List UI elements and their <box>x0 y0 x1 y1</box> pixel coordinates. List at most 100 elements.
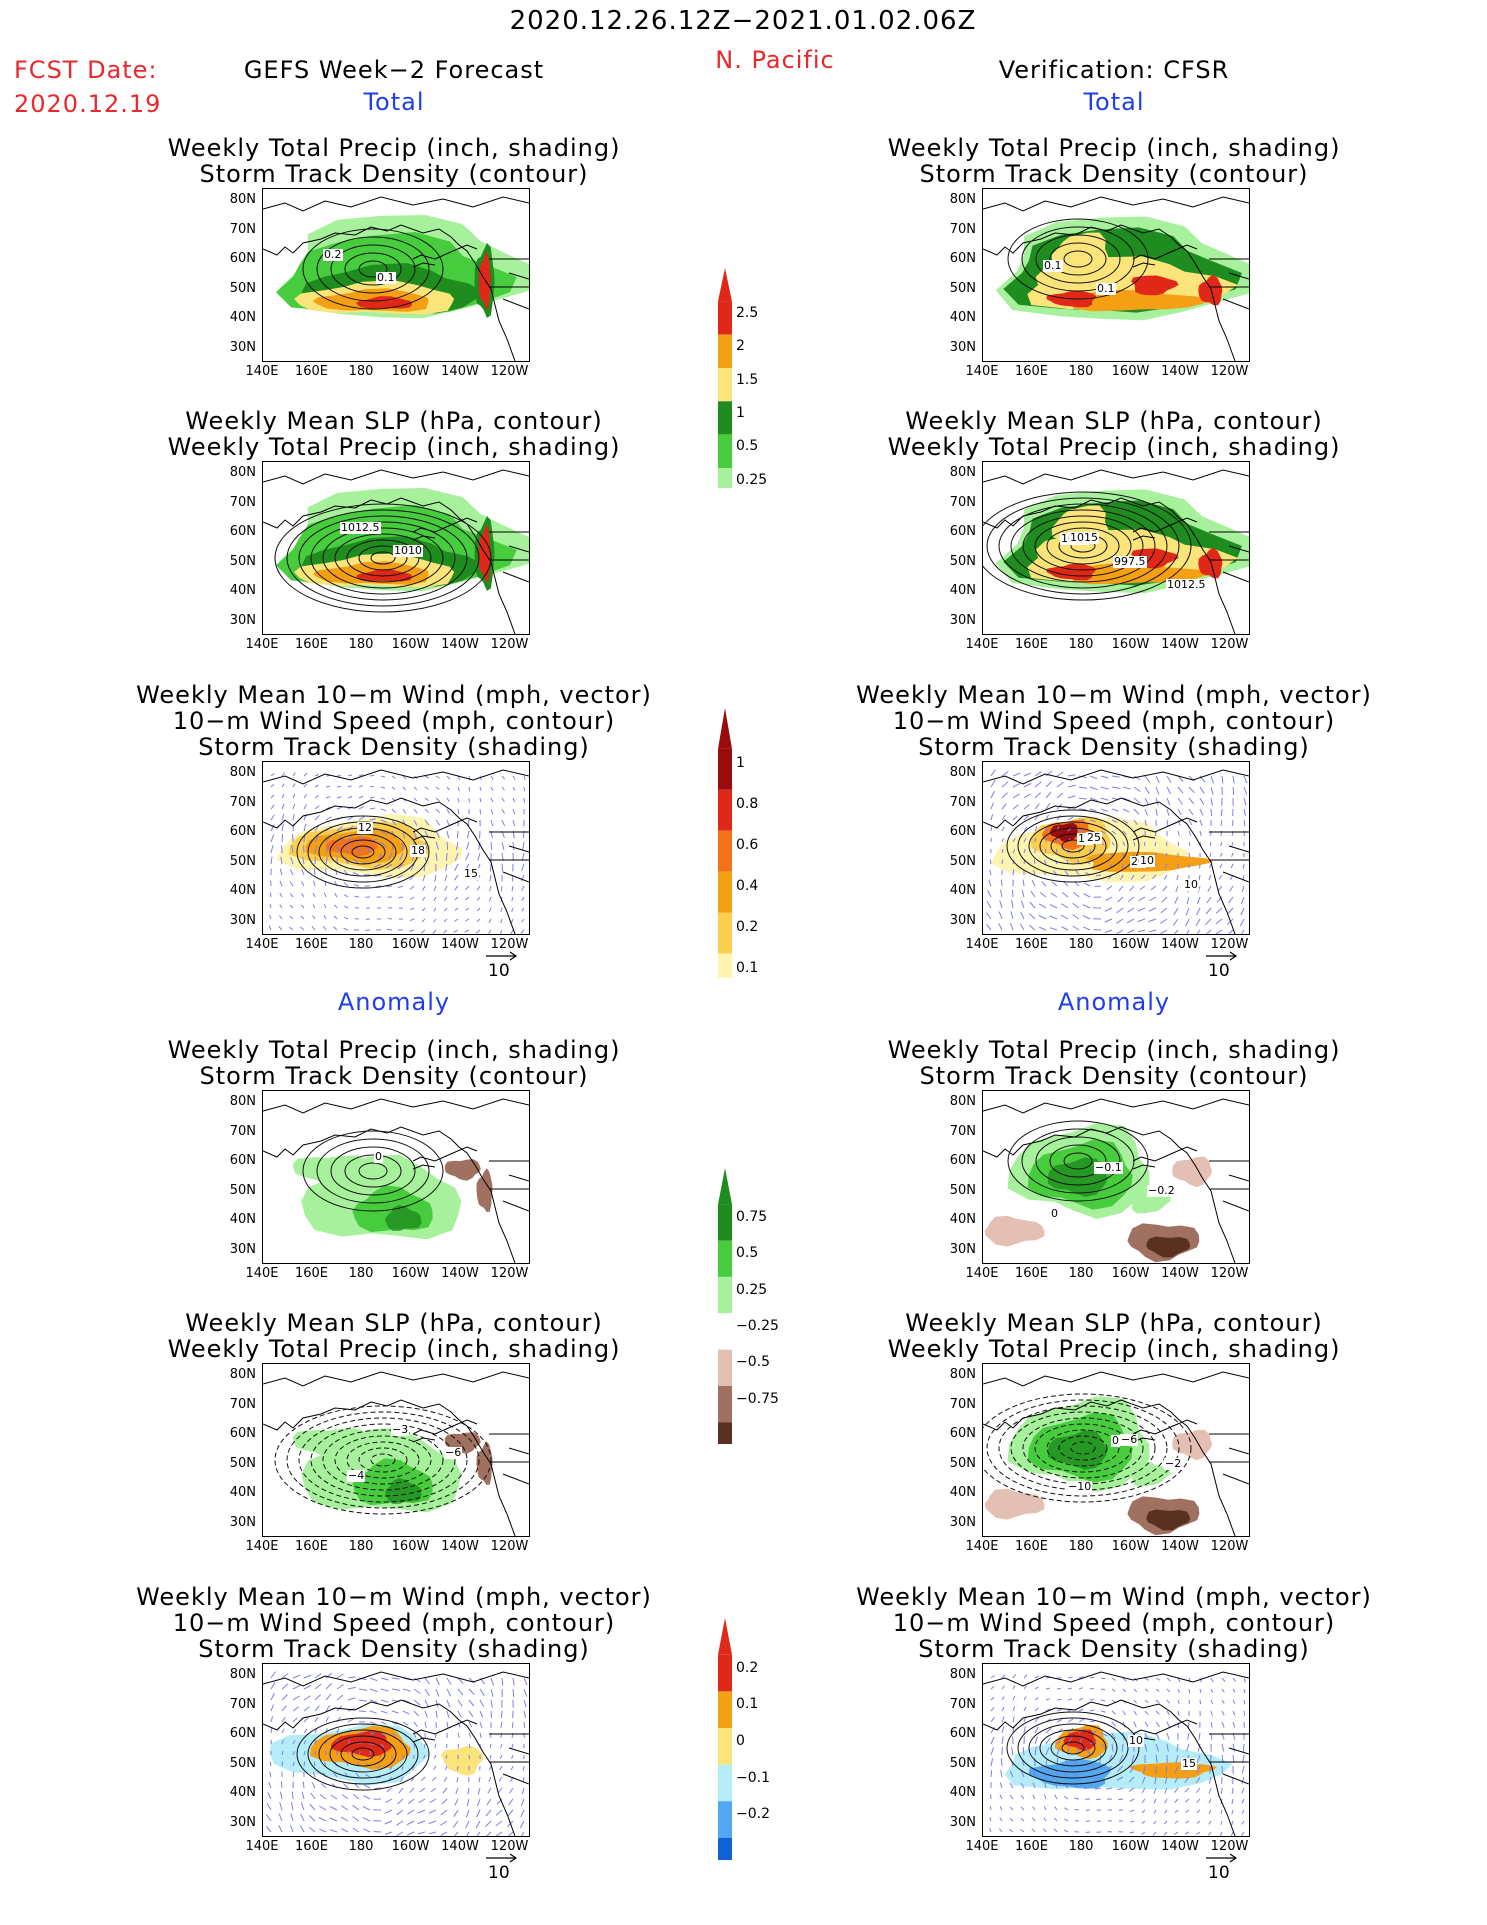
coastline <box>983 469 1249 634</box>
lon-tick-label: 180 <box>348 364 374 379</box>
colorbar-label: 0.8 <box>736 796 759 813</box>
lon-tick-label: 160W <box>1111 637 1150 652</box>
vector-scale-arrow <box>1206 951 1238 961</box>
colorbar-label: 0.25 <box>736 471 768 488</box>
lon-tick-label: 140W <box>1161 1839 1199 1854</box>
map-svg <box>263 196 529 361</box>
map-svg <box>263 469 529 634</box>
lat-tick-label: 80N <box>949 1094 976 1109</box>
lon-tick-label: 160W <box>391 637 430 652</box>
colorbar-storm-total: 1 0.8 0.6 0.4 0.2 0.1 <box>718 708 792 978</box>
contour-label: −6 <box>1120 1433 1139 1446</box>
section-total-right: Total <box>1083 88 1145 116</box>
lat-tick-label: 80N <box>229 192 256 207</box>
lat-tick-label: 50N <box>229 1182 256 1198</box>
lat-tick-label: 80N <box>949 192 976 207</box>
precip-anom-shade <box>984 1488 1045 1520</box>
colorbar-svg <box>718 1618 732 1860</box>
contour-label: 10 <box>1139 854 1155 867</box>
fcst-date-value: 2020.12.19 <box>14 90 162 118</box>
coastal-precip <box>1198 274 1223 306</box>
colorbar-label: 0.6 <box>736 837 759 853</box>
coastline <box>983 769 1249 934</box>
lon-tick-label: 180 <box>1068 364 1094 379</box>
colorbar-label: 0.2 <box>736 1659 759 1676</box>
colorbar-swatch <box>718 1422 732 1444</box>
lon-tick-label: 160E <box>294 637 329 652</box>
colorbar-label: 0.5 <box>736 1245 759 1262</box>
panel-title-line: Weekly Mean 10−m Wind (mph, vector) <box>856 1583 1372 1611</box>
precip-shade <box>1131 275 1179 296</box>
lat-tick-label: 50N <box>229 853 256 869</box>
contour-lines <box>1007 218 1149 300</box>
lat-tick-label: 70N <box>229 494 256 510</box>
colorbar-swatch <box>718 1764 732 1802</box>
lat-tick-label: 50N <box>229 553 256 569</box>
map-panel-precip_storm-total-cfsr: 0.1 0.1 <box>982 188 1250 362</box>
lon-tick-label: 180 <box>348 937 374 952</box>
lon-tick-label: 160E <box>294 364 329 379</box>
colorbar-precip-total: 2.5 2 1.5 1 0.5 0.25 <box>718 268 792 488</box>
map-panel-wind_storm-anom-cfsr: 10 15 <box>982 1663 1250 1837</box>
lon-tick-label: 160W <box>391 1839 430 1854</box>
lon-tick-label: 160W <box>391 1266 430 1281</box>
colorbar-label: −0.25 <box>736 1318 779 1334</box>
colorbar-swatch <box>718 1801 732 1838</box>
lat-tick-label: 30N <box>229 912 256 928</box>
lon-tick-label: 120W <box>490 364 529 379</box>
precip-anom-shade <box>385 1477 422 1504</box>
map-panel-wind_storm-total-gefs: 12 18 15 <box>262 761 530 935</box>
coastline <box>263 469 529 634</box>
lon-tick-label: 140E <box>245 637 279 652</box>
lat-tick-label: 30N <box>949 339 976 355</box>
lat-tick-label: 40N <box>229 883 256 898</box>
panel-title-line: Weekly Total Precip (inch, shading) <box>167 1335 621 1363</box>
lat-tick-label: 30N <box>229 1814 256 1830</box>
precip-shade <box>1068 289 1211 312</box>
lat-tick-label: 70N <box>949 494 976 510</box>
lat-tick-label: 80N <box>949 465 976 480</box>
lon-tick-label: 160E <box>294 1266 329 1281</box>
coastline <box>263 769 529 934</box>
lat-tick-label: 70N <box>949 1396 976 1412</box>
lat-tick-label: 60N <box>229 251 256 266</box>
lon-tick-label: 120W <box>1210 1839 1249 1854</box>
colorbar-label: 0.2 <box>736 918 759 935</box>
wind-vectors <box>265 1671 528 1836</box>
panel-title-line: Weekly Total Precip (inch, shading) <box>167 1036 621 1064</box>
lon-tick-label: 160E <box>294 937 329 952</box>
contour-lines <box>302 228 444 310</box>
map-svg <box>263 769 529 934</box>
lat-tick-label: 50N <box>949 280 976 296</box>
lon-tick-label: 140W <box>1161 364 1199 379</box>
lon-tick-label: 160W <box>391 937 430 952</box>
map-svg <box>983 469 1249 634</box>
lon-tick-label: 160W <box>1111 1839 1150 1854</box>
lon-tick-label: 160W <box>391 364 430 379</box>
contour-lines <box>274 503 492 613</box>
lat-tick-label: 30N <box>229 1241 256 1257</box>
contour-label: 12 <box>357 821 373 834</box>
colorbar-label: 0 <box>736 1732 745 1749</box>
colorbar-swatch <box>718 1728 732 1765</box>
lon-tick-label: 120W <box>1210 1539 1249 1554</box>
lon-tick-label: 120W <box>490 937 529 952</box>
lat-tick-label: 70N <box>949 1123 976 1139</box>
lon-tick-label: 140W <box>441 1839 479 1854</box>
lon-tick-label: 160E <box>294 1539 329 1554</box>
contour-label: 18 <box>410 844 426 857</box>
panel-title-line: Weekly Total Precip (inch, shading) <box>167 134 621 162</box>
period-title: 2020.12.26.12Z−2021.01.02.06Z <box>509 6 977 36</box>
lat-tick-label: 70N <box>229 1696 256 1712</box>
panel-title-line: 10−m Wind Speed (mph, contour) <box>172 707 616 735</box>
map-svg <box>263 1098 529 1263</box>
lat-tick-label: 30N <box>949 1814 976 1830</box>
panel-title-line: Storm Track Density (shading) <box>918 733 1310 761</box>
precip-anom-shade <box>1172 1429 1213 1461</box>
colorbar-label: −0.2 <box>736 1806 770 1823</box>
contour-lines <box>983 491 1192 601</box>
colorbar-storm-anom: 0.2 0.1 0 −0.1 −0.2 <box>718 1618 792 1860</box>
lat-tick-label: 40N <box>229 310 256 325</box>
contour-label: 0 <box>1111 1434 1120 1447</box>
lat-tick-label: 70N <box>949 794 976 810</box>
